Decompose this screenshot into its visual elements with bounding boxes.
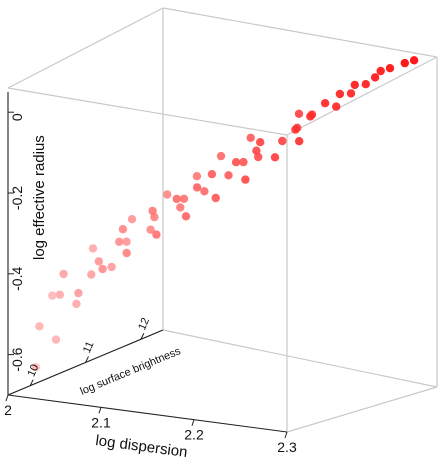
x-tick-mark: [5, 394, 9, 402]
data-point: [179, 194, 189, 203]
x-axis-title: log dispersion: [94, 432, 188, 461]
data-point: [118, 225, 128, 234]
data-point: [152, 230, 161, 239]
data-point: [252, 146, 261, 155]
y-tick-label: -0.6: [9, 347, 25, 371]
data-point: [350, 80, 359, 90]
data-point: [246, 133, 255, 142]
data-point: [122, 237, 131, 246]
data-point: [31, 363, 40, 372]
box-edge: [162, 329, 438, 388]
ticks: 2 2.1 2.2 2.3 0 -0.2 -0.4 -0.6 10 11 12: [4, 111, 297, 455]
data-point: [176, 203, 185, 212]
z-tick-label: 12: [136, 316, 152, 332]
data-point: [254, 152, 263, 162]
data-point: [400, 58, 409, 68]
x-tick-label: 2.2: [184, 427, 204, 443]
y-tick-label: 0: [9, 113, 25, 121]
data-point: [127, 215, 137, 224]
data-point: [291, 125, 300, 134]
box-edge: [286, 56, 438, 136]
x-tick-mark: [191, 419, 195, 426]
y-tick-label: -0.4: [9, 267, 25, 291]
y-tick-label: -0.2: [9, 186, 25, 210]
x-tick-label: 2.3: [277, 439, 297, 455]
data-point: [256, 138, 265, 147]
z-axis-title: log surface brightness: [79, 345, 183, 398]
data-point: [216, 151, 226, 161]
x-tick-mark: [284, 431, 288, 439]
data-point: [59, 269, 68, 279]
data-point: [74, 288, 83, 298]
data-point: [207, 170, 217, 179]
data-point: [320, 99, 330, 108]
data-point: [192, 183, 202, 192]
data-point: [241, 175, 250, 184]
z-tick-mark: [29, 379, 34, 386]
x-tick-label: 2: [4, 402, 12, 418]
data-point: [370, 73, 380, 82]
data-point: [270, 153, 280, 162]
data-point: [224, 171, 233, 180]
data-point: [200, 187, 209, 196]
data-point: [55, 290, 64, 299]
data-point: [98, 264, 107, 274]
axes: [7, 92, 288, 433]
data-point: [332, 102, 341, 111]
data-point: [361, 80, 370, 89]
data-point: [51, 335, 61, 344]
data-point: [231, 158, 241, 167]
data-point: [335, 89, 345, 99]
z-tick-mark: [85, 356, 89, 363]
data-point: [409, 56, 419, 65]
data-points: [31, 56, 419, 372]
data-point: [148, 206, 157, 216]
x-tick-label: 2.1: [91, 414, 111, 430]
data-point: [107, 262, 116, 272]
data-point: [239, 157, 248, 167]
data-point: [278, 136, 287, 146]
box-edge: [162, 7, 438, 58]
data-point: [35, 322, 44, 331]
data-point: [295, 137, 304, 146]
data-point: [306, 112, 315, 121]
data-point: [146, 225, 155, 234]
z-tick-mark: [140, 333, 145, 340]
data-point: [48, 291, 57, 300]
data-point: [294, 109, 304, 119]
z-tick-label: 10: [25, 363, 41, 379]
x-tick-mark: [98, 407, 102, 414]
data-point: [72, 299, 81, 309]
box-edge: [286, 386, 438, 433]
box-edge: [7, 7, 164, 89]
x-axis-line: [7, 394, 288, 433]
data-point: [122, 248, 131, 258]
data-point: [346, 89, 356, 98]
data-point: [94, 257, 104, 266]
data-point: [181, 212, 191, 221]
data-point: [163, 190, 172, 199]
box-edge: [7, 87, 288, 136]
data-point: [192, 172, 202, 181]
data-point: [211, 193, 220, 203]
data-point: [376, 66, 385, 76]
data-point: [87, 270, 96, 279]
y-axis-title: log effective radius: [31, 135, 48, 260]
data-point: [385, 63, 395, 73]
data-point: [88, 244, 98, 253]
data-point: [115, 237, 124, 246]
data-point: [172, 194, 181, 204]
z-tick-label: 11: [81, 340, 97, 355]
